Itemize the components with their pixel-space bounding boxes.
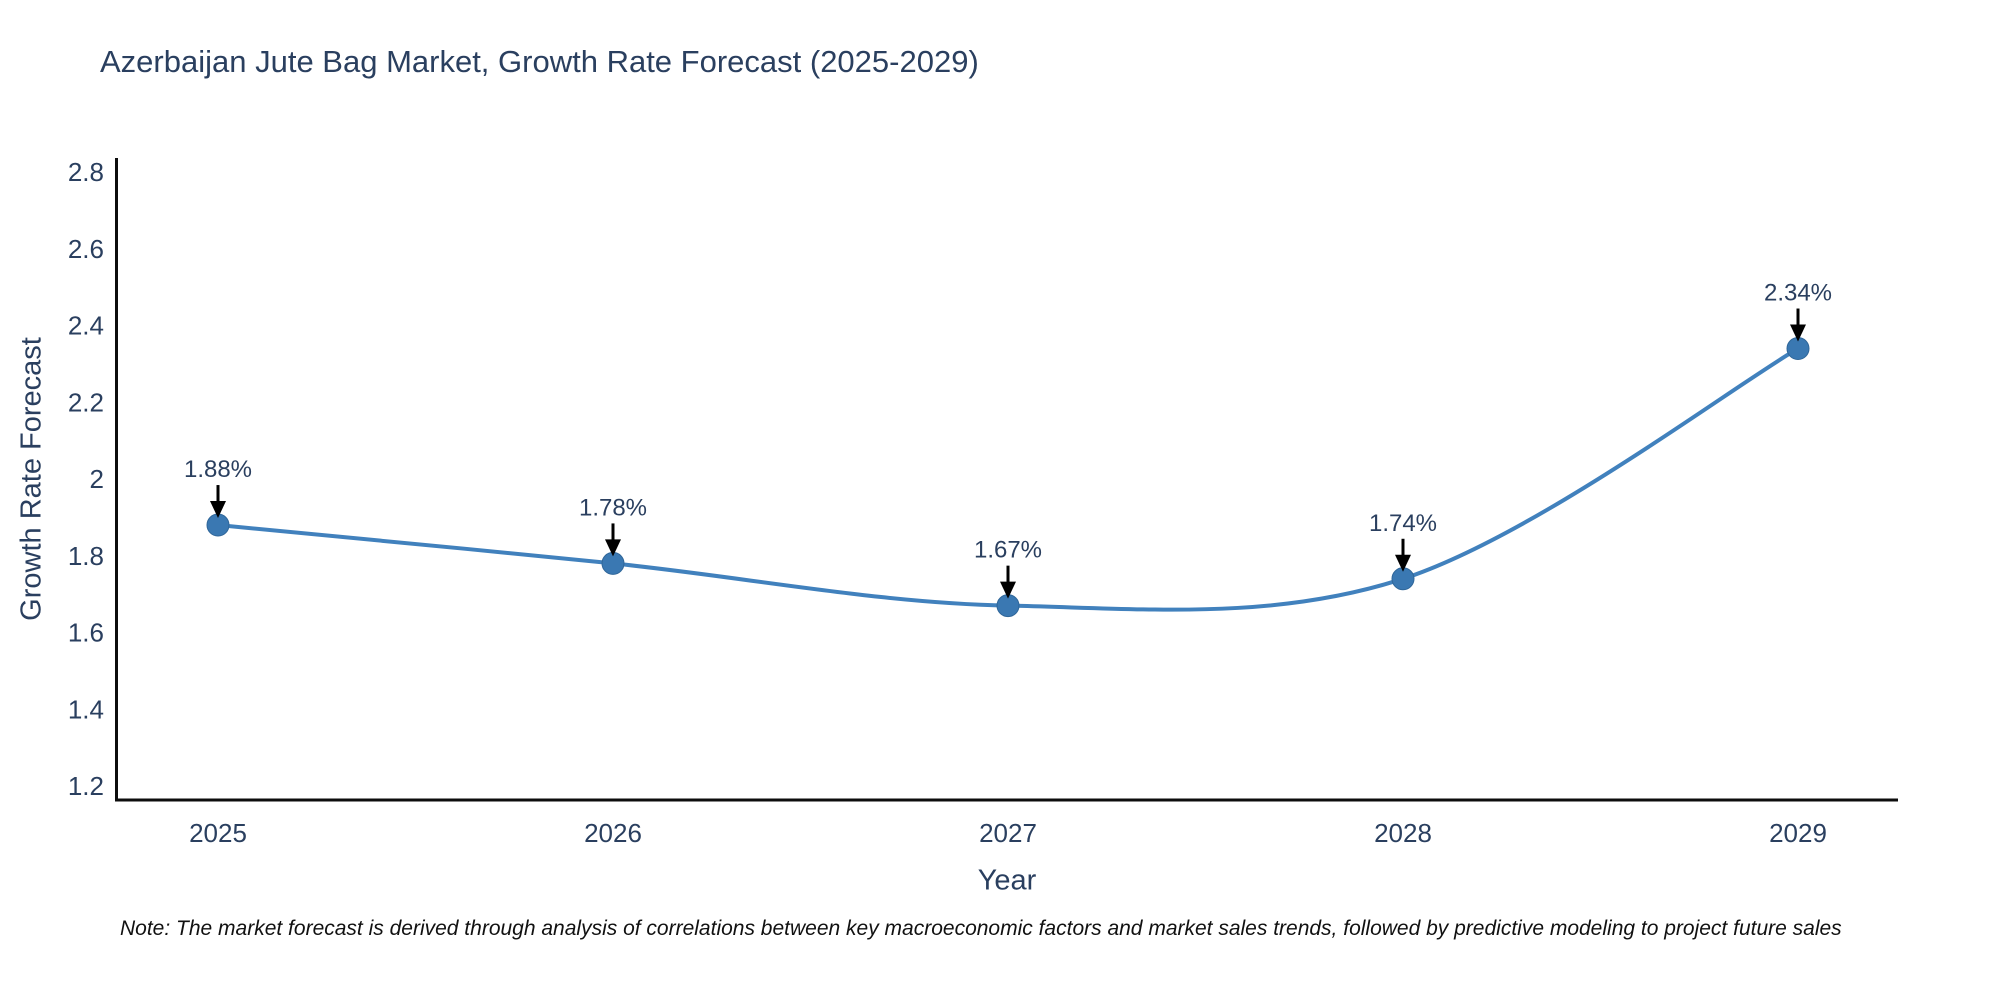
annotation-arrow-head xyxy=(210,501,226,519)
annotation-arrow-head xyxy=(1000,581,1016,599)
chart-title: Azerbaijan Jute Bag Market, Growth Rate … xyxy=(100,44,979,79)
y-tick-label: 2.2 xyxy=(68,387,104,417)
y-axis-title: Growth Rate Forecast xyxy=(15,337,48,621)
x-axis-title: Year xyxy=(977,864,1037,897)
point-value-label: 1.78% xyxy=(579,494,647,521)
x-tick-label: 2029 xyxy=(1769,818,1827,848)
annotation-arrow-head xyxy=(1790,324,1806,342)
x-tick-label: 2028 xyxy=(1374,818,1432,848)
point-value-label: 1.74% xyxy=(1369,510,1437,537)
y-tick-label: 2.6 xyxy=(68,234,104,264)
y-tick-label: 1.2 xyxy=(68,771,104,801)
x-tick-label: 2027 xyxy=(979,818,1037,848)
y-tick-label: 2.8 xyxy=(68,157,104,187)
point-value-label: 2.34% xyxy=(1764,280,1832,307)
y-tick-label: 1.8 xyxy=(68,541,104,571)
y-tick-label: 2 xyxy=(90,464,104,494)
y-tick-label: 1.6 xyxy=(68,618,104,648)
x-tick-label: 2025 xyxy=(189,818,247,848)
footnote: Note: The market forecast is derived thr… xyxy=(120,917,1842,940)
annotation-arrow-head xyxy=(1395,554,1411,572)
y-tick-label: 2.4 xyxy=(68,311,104,341)
point-value-label: 1.67% xyxy=(974,537,1042,564)
annotation-arrow-head xyxy=(605,539,621,557)
point-value-label: 1.88% xyxy=(184,456,252,483)
y-tick-label: 1.4 xyxy=(68,694,104,724)
x-tick-label: 2026 xyxy=(584,818,642,848)
